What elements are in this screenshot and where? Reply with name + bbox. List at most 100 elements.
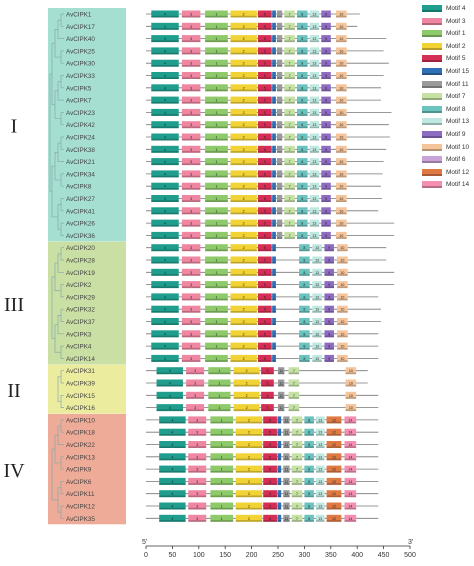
motif-number: 1 <box>215 74 217 78</box>
motif-shade <box>324 274 334 276</box>
motif-shade <box>272 114 276 116</box>
motif-number: 10 <box>340 320 344 324</box>
motif-number: 8 <box>303 259 305 263</box>
motif-shade <box>336 200 347 202</box>
motif-11-box <box>276 22 283 30</box>
motif-shade <box>230 200 257 202</box>
motif-3-box <box>181 108 201 116</box>
motif-3-box <box>186 379 205 387</box>
legend-item: Motif 11 <box>422 80 472 90</box>
gene-label: AvCIPK12 <box>66 504 95 511</box>
motif-13-box <box>309 84 320 92</box>
motif-shade <box>316 434 325 436</box>
motif-number: 4 <box>164 74 166 78</box>
motif-number: 8 <box>303 246 305 250</box>
legend-swatch <box>422 67 442 75</box>
motif-number: 8 <box>303 308 305 312</box>
motif-9-box <box>321 145 331 153</box>
motif-number: 3 <box>194 394 196 398</box>
motif-shade <box>261 409 274 412</box>
motif-shade <box>288 409 300 412</box>
motif-shade <box>159 434 186 436</box>
motif-number: 4 <box>164 209 166 213</box>
motif-number: 7 <box>289 74 291 78</box>
motif-shade <box>291 446 303 448</box>
motif-2-box <box>235 490 263 498</box>
gene-label: AvCIPK29 <box>66 294 95 301</box>
motif-number: 8 <box>303 295 305 299</box>
motif-number: 7 <box>289 160 291 164</box>
motif-10-box <box>337 330 348 338</box>
motif-10-box <box>336 133 347 141</box>
motif-4-box <box>159 416 186 424</box>
motif-number: 2 <box>243 308 245 312</box>
motif-1-box <box>205 195 228 202</box>
motif-shade <box>278 372 285 375</box>
motif-number: 9 <box>325 197 327 201</box>
motif-number: 1 <box>221 443 223 447</box>
motif-number: 3 <box>196 418 198 422</box>
motif-13-box <box>312 244 322 252</box>
motif-shade <box>230 138 257 141</box>
motif-shade <box>324 249 334 252</box>
motif-14-box <box>344 465 357 473</box>
motif-number: 4 <box>169 369 171 373</box>
motif-shade <box>336 175 347 178</box>
motif-shade <box>261 397 274 399</box>
motif-shade <box>151 175 179 178</box>
motif-number: 13 <box>318 418 322 422</box>
motif-3-box <box>181 96 201 104</box>
motif-shade <box>151 114 179 116</box>
legend-swatch <box>422 156 442 164</box>
motif-shade <box>309 126 320 129</box>
motif-number: 1 <box>215 332 217 336</box>
motif-number: 4 <box>171 455 173 459</box>
motif-number: 2 <box>243 234 245 238</box>
motif-15-box <box>272 158 276 166</box>
motif-number: 7 <box>289 172 291 176</box>
motif-shade <box>277 520 282 522</box>
motif-number: 10 <box>340 332 344 336</box>
motif-2-box <box>235 453 263 461</box>
motif-number: 10 <box>340 308 344 312</box>
motif-shade <box>233 409 260 412</box>
motif-4-box <box>159 490 186 498</box>
motif-number: 13 <box>318 431 322 435</box>
motif-shade <box>337 261 348 264</box>
motif-number: 13 <box>312 185 316 189</box>
motif-1-box <box>205 133 228 141</box>
motif-11-box <box>276 207 283 215</box>
motif-5-box <box>261 367 274 375</box>
motif-number: 3 <box>190 332 192 336</box>
motif-shade <box>297 200 308 202</box>
motif-shade <box>181 101 201 104</box>
motif-13-box <box>309 47 320 55</box>
motif-3-box <box>188 490 207 498</box>
motif-11-box <box>276 121 283 129</box>
motif-shade <box>151 15 179 18</box>
motif-shade <box>278 397 285 399</box>
motif-10-box <box>345 404 357 412</box>
motif-8-box <box>299 281 310 289</box>
motif-number: 1 <box>215 246 217 250</box>
motif-number: 2 <box>243 246 245 250</box>
motif-10-box <box>336 84 347 92</box>
motif-2-box <box>233 404 260 412</box>
motif-shade <box>337 323 348 325</box>
motif-4-box <box>151 219 179 227</box>
motif-15-box <box>272 96 276 104</box>
tree-branch <box>49 73 52 192</box>
motif-shade <box>312 298 322 301</box>
motif-9-box <box>324 293 334 301</box>
motif-shade <box>283 421 290 424</box>
motif-shade <box>205 311 228 313</box>
motif-15-box <box>272 342 276 350</box>
motif-9-box <box>321 207 331 215</box>
motif-number: 7 <box>296 492 298 496</box>
motif-shade <box>283 446 290 448</box>
motif-3-box <box>188 465 207 473</box>
motif-number: 5 <box>264 86 266 90</box>
motif-shade <box>235 507 263 510</box>
motif-2-box <box>230 318 257 325</box>
motif-1-box <box>210 465 234 473</box>
